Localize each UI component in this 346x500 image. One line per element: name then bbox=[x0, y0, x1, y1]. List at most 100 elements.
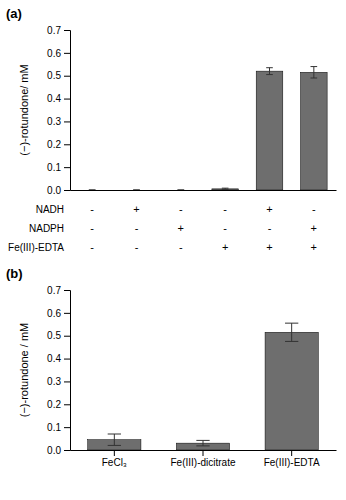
y-tick: 0.3 bbox=[47, 116, 70, 127]
bar bbox=[123, 190, 150, 191]
tick-mark bbox=[64, 290, 70, 291]
y-tick: 0.2 bbox=[47, 139, 70, 150]
bar bbox=[79, 190, 106, 191]
y-tick: 0.4 bbox=[47, 93, 70, 104]
error-cap bbox=[108, 434, 121, 435]
error-cap bbox=[285, 341, 298, 342]
error-cap bbox=[222, 188, 229, 189]
bar bbox=[265, 332, 318, 450]
error-cap bbox=[89, 190, 96, 191]
y-axis: 0.00.10.20.30.40.50.60.7 bbox=[47, 285, 70, 456]
panel: 0.00.10.20.30.40.50.60.7(−)-rotundone/ m… bbox=[8, 25, 336, 253]
error-bar bbox=[89, 190, 96, 191]
tick-mark bbox=[64, 336, 70, 337]
error-cap bbox=[311, 66, 318, 67]
row-sign: + bbox=[311, 241, 317, 253]
error-bar bbox=[108, 434, 121, 445]
error-line bbox=[313, 67, 314, 78]
row-sign: + bbox=[266, 203, 272, 215]
axis-line bbox=[64, 291, 71, 451]
tick-label: 0.4 bbox=[47, 353, 61, 364]
y-tick: 0.6 bbox=[47, 308, 70, 319]
y-axis: 0.00.10.20.30.40.50.60.7 bbox=[47, 25, 70, 196]
marks bbox=[89, 67, 327, 190]
tick-label: 0.1 bbox=[47, 162, 61, 173]
bar bbox=[301, 72, 328, 190]
tick-label: FeCl₃ bbox=[102, 457, 127, 468]
y-tick: 0.0 bbox=[47, 185, 70, 196]
tick-label: 0.6 bbox=[47, 308, 61, 319]
tick-mark bbox=[64, 190, 70, 191]
y-tick: 0.1 bbox=[47, 422, 70, 433]
y-tick: 0.5 bbox=[47, 70, 70, 81]
tick-mark bbox=[64, 427, 70, 428]
error-bar bbox=[285, 323, 298, 341]
tick-mark bbox=[114, 450, 115, 456]
tick-mark bbox=[64, 313, 70, 314]
row-sign: - bbox=[90, 241, 94, 253]
tick-label: 0.7 bbox=[47, 25, 61, 36]
tick-mark bbox=[64, 76, 70, 77]
error-cap bbox=[266, 74, 273, 75]
row-label: Fe(III)-EDTA bbox=[8, 242, 64, 253]
panel: 0.00.10.20.30.40.50.60.7FeCl₃Fe(III)-dic… bbox=[18, 285, 337, 468]
error-line bbox=[269, 68, 270, 75]
tick-mark bbox=[64, 30, 70, 31]
tick-label: 0.7 bbox=[47, 285, 61, 296]
error-cap bbox=[178, 190, 185, 191]
error-bar bbox=[222, 188, 229, 189]
y-tick: 0.7 bbox=[47, 25, 70, 36]
error-cap bbox=[178, 190, 185, 191]
error-cap bbox=[196, 440, 209, 441]
bar bbox=[168, 190, 195, 191]
x-tick: Fe(III)-dicitrate bbox=[170, 450, 235, 468]
row-sign: - bbox=[179, 203, 183, 215]
x-tick: Fe(III)-EDTA bbox=[264, 450, 320, 468]
y-tick: 0.1 bbox=[47, 162, 70, 173]
tick-mark bbox=[64, 53, 70, 54]
x-tick: FeCl₃ bbox=[102, 450, 127, 468]
y-tick: 0.2 bbox=[47, 399, 70, 410]
axis-line bbox=[71, 190, 337, 191]
y-tick: 0.3 bbox=[47, 376, 70, 387]
tick-label: Fe(III)-EDTA bbox=[264, 457, 320, 468]
tick-label: 0.0 bbox=[47, 185, 61, 196]
tick-label: 0.3 bbox=[47, 116, 61, 127]
tick-mark bbox=[64, 381, 70, 382]
tick-mark bbox=[64, 359, 70, 360]
error-cap bbox=[133, 190, 140, 191]
row-sign: - bbox=[223, 203, 227, 215]
row-sign: - bbox=[268, 222, 272, 234]
y-tick: 0.7 bbox=[47, 285, 70, 296]
panel-label: (a) bbox=[6, 6, 22, 21]
tick-mark bbox=[291, 450, 292, 456]
row-sign: + bbox=[133, 203, 139, 215]
tick-label: 0.2 bbox=[47, 139, 61, 150]
error-cap bbox=[222, 189, 229, 190]
row-sign: + bbox=[266, 241, 272, 253]
tick-mark bbox=[64, 99, 70, 100]
tick-mark bbox=[64, 167, 70, 168]
tick-label: 0.5 bbox=[47, 330, 61, 341]
error-line bbox=[114, 434, 115, 445]
tick-label: Fe(III)-dicitrate bbox=[170, 457, 235, 468]
row-sign: + bbox=[222, 241, 228, 253]
bar bbox=[256, 71, 283, 190]
tick-mark bbox=[64, 450, 70, 451]
row-sign: - bbox=[90, 222, 94, 234]
tick-mark bbox=[64, 121, 70, 122]
marks bbox=[88, 323, 319, 450]
axis-line bbox=[64, 31, 71, 191]
bar bbox=[212, 189, 239, 190]
tick-label: 0.5 bbox=[47, 70, 61, 81]
row-sign: - bbox=[312, 203, 316, 215]
row-label: NADH bbox=[36, 204, 64, 215]
y-tick: 0.5 bbox=[47, 330, 70, 341]
row-sign: - bbox=[179, 241, 183, 253]
error-bar bbox=[133, 190, 140, 191]
tick-label: 0.4 bbox=[47, 93, 61, 104]
error-cap bbox=[89, 190, 96, 191]
error-cap bbox=[266, 67, 273, 68]
row-sign: + bbox=[178, 222, 184, 234]
y-tick: 0.4 bbox=[47, 353, 70, 364]
